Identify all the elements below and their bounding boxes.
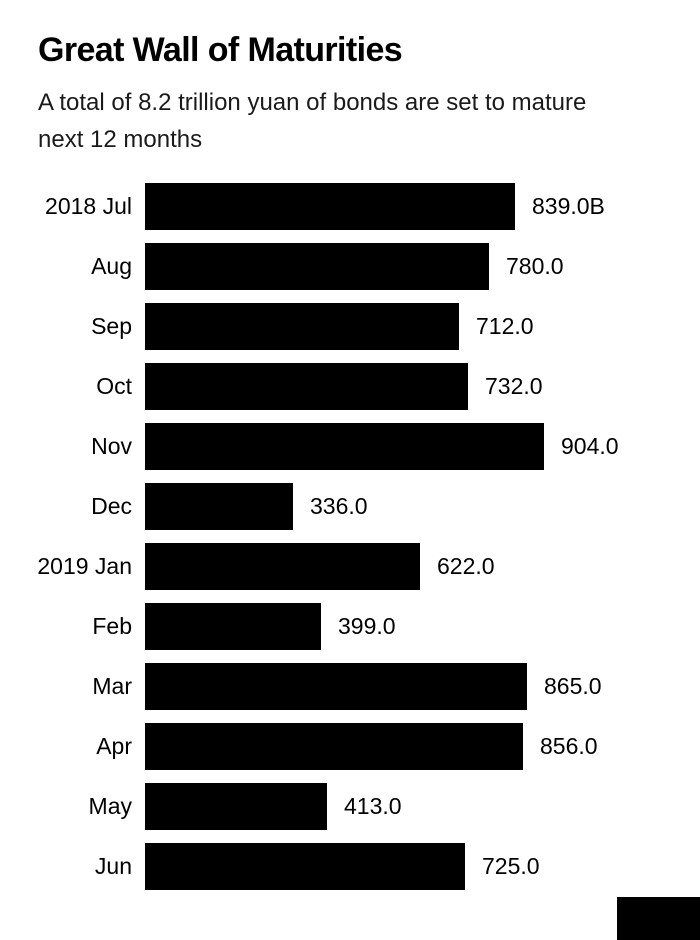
bar	[145, 483, 293, 530]
category-label: Aug	[91, 253, 132, 279]
bar	[145, 843, 465, 890]
chart-title: Great Wall of Maturities	[38, 31, 403, 69]
value-label: 904.0	[561, 433, 619, 459]
value-label: 839.0B	[532, 193, 605, 219]
bar	[145, 423, 544, 470]
bar-row: Mar 865.0	[0, 663, 700, 710]
bar	[145, 303, 459, 350]
bar-row: Sep 712.0	[0, 303, 700, 350]
bar-row: Jun 725.0	[0, 843, 700, 890]
category-label: Sep	[91, 313, 132, 339]
value-label: 725.0	[482, 853, 540, 879]
category-label: Apr	[96, 733, 132, 759]
category-label: Jun	[94, 853, 132, 879]
value-label: 413.0	[344, 793, 402, 819]
bar-row: Aug 780.0	[0, 243, 700, 290]
bar	[145, 543, 420, 590]
category-label: May	[88, 793, 132, 819]
value-label: 622.0	[437, 553, 495, 579]
category-label: Mar	[92, 673, 132, 699]
chart-subtitle: A total of 8.2 trillion yuan of bonds ar…	[38, 89, 587, 153]
corner-logo-block	[617, 897, 700, 940]
category-label: Feb	[92, 613, 132, 639]
value-label: 856.0	[540, 733, 598, 759]
value-label: 399.0	[338, 613, 396, 639]
bar	[145, 183, 515, 230]
category-label: Dec	[91, 493, 132, 519]
category-label: 2019 Jan	[37, 553, 132, 579]
bar	[145, 363, 468, 410]
category-label: 2018 Jul	[45, 193, 132, 219]
value-label: 336.0	[310, 493, 368, 519]
bar-row: 2019 Jan 622.0	[0, 543, 700, 590]
bar-row: Feb 399.0	[0, 603, 700, 650]
bar-row: Oct 732.0	[0, 363, 700, 410]
bar	[145, 783, 327, 830]
bar-row: 2018 Jul 839.0B	[0, 183, 700, 230]
value-label: 780.0	[506, 253, 564, 279]
bar-row: Nov 904.0	[0, 423, 700, 470]
bar	[145, 663, 527, 710]
category-label: Oct	[96, 373, 132, 399]
bar	[145, 243, 489, 290]
category-label: Nov	[91, 433, 132, 459]
bar	[145, 723, 523, 770]
value-label: 712.0	[476, 313, 534, 339]
value-label: 865.0	[544, 673, 602, 699]
bar-row: May 413.0	[0, 783, 700, 830]
value-label: 732.0	[485, 373, 543, 399]
bar-row: Dec 336.0	[0, 483, 700, 530]
bar-row: Apr 856.0	[0, 723, 700, 770]
bar	[145, 603, 321, 650]
